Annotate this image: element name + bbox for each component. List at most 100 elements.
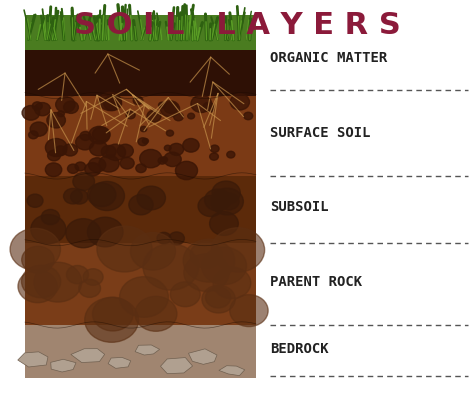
Circle shape — [71, 190, 88, 204]
Polygon shape — [189, 349, 217, 364]
Circle shape — [47, 113, 65, 128]
Circle shape — [63, 144, 78, 156]
Circle shape — [210, 153, 219, 160]
Circle shape — [205, 189, 231, 211]
Circle shape — [201, 247, 246, 285]
Circle shape — [90, 141, 108, 156]
Circle shape — [64, 188, 82, 204]
Polygon shape — [219, 366, 245, 376]
Circle shape — [87, 217, 123, 247]
Circle shape — [206, 287, 231, 308]
Bar — [25, 176, 256, 243]
Polygon shape — [161, 357, 192, 374]
Circle shape — [41, 209, 60, 225]
Circle shape — [230, 295, 268, 327]
Circle shape — [169, 143, 183, 155]
Circle shape — [46, 139, 67, 156]
Circle shape — [244, 112, 253, 120]
Circle shape — [140, 126, 147, 132]
Circle shape — [164, 145, 171, 151]
Circle shape — [120, 157, 134, 169]
Circle shape — [88, 183, 116, 207]
Circle shape — [22, 246, 54, 273]
Circle shape — [183, 139, 199, 152]
Circle shape — [64, 101, 78, 113]
Circle shape — [32, 102, 42, 110]
Bar — [25, 45, 256, 96]
Circle shape — [66, 219, 100, 248]
Circle shape — [210, 212, 238, 235]
Circle shape — [191, 95, 212, 113]
Circle shape — [80, 132, 91, 140]
Circle shape — [101, 145, 116, 158]
Circle shape — [57, 111, 64, 117]
Circle shape — [164, 152, 181, 167]
Circle shape — [140, 149, 162, 168]
Circle shape — [18, 270, 57, 303]
Circle shape — [133, 96, 143, 105]
Circle shape — [34, 262, 82, 302]
Circle shape — [202, 285, 235, 313]
Text: S O I L   L A Y E R S: S O I L L A Y E R S — [73, 11, 401, 40]
Circle shape — [55, 146, 66, 156]
Circle shape — [119, 276, 168, 317]
Bar — [25, 96, 256, 176]
Polygon shape — [108, 357, 131, 369]
Circle shape — [170, 282, 200, 307]
Text: SURFACE SOIL: SURFACE SOIL — [270, 126, 371, 140]
Circle shape — [99, 155, 119, 172]
Circle shape — [97, 226, 152, 272]
Circle shape — [129, 195, 153, 215]
Circle shape — [55, 96, 75, 113]
Circle shape — [175, 161, 198, 180]
Circle shape — [79, 279, 100, 297]
Circle shape — [104, 96, 122, 111]
Bar — [25, 15, 256, 51]
Circle shape — [142, 139, 148, 143]
Circle shape — [92, 127, 110, 142]
Circle shape — [35, 103, 50, 116]
Bar — [25, 325, 256, 378]
Circle shape — [47, 150, 61, 161]
Circle shape — [130, 233, 175, 270]
Circle shape — [161, 157, 168, 162]
Circle shape — [31, 214, 66, 244]
Circle shape — [92, 297, 133, 331]
Circle shape — [111, 101, 119, 107]
Circle shape — [190, 242, 222, 268]
Circle shape — [210, 145, 219, 152]
Circle shape — [198, 196, 223, 216]
Circle shape — [158, 102, 165, 108]
Circle shape — [158, 157, 166, 164]
Circle shape — [136, 164, 146, 173]
Text: PARENT ROCK: PARENT ROCK — [270, 275, 362, 289]
Circle shape — [135, 296, 177, 331]
Polygon shape — [71, 349, 105, 363]
Circle shape — [89, 126, 110, 144]
Polygon shape — [135, 345, 160, 355]
Circle shape — [169, 232, 184, 245]
Circle shape — [164, 102, 178, 113]
Polygon shape — [51, 359, 76, 372]
Circle shape — [230, 94, 249, 110]
Circle shape — [30, 122, 47, 136]
Circle shape — [75, 162, 86, 171]
Circle shape — [219, 193, 239, 210]
Circle shape — [184, 254, 229, 292]
Circle shape — [46, 163, 62, 177]
Circle shape — [66, 265, 89, 284]
Text: ORGANIC MATTER: ORGANIC MATTER — [270, 51, 387, 65]
Bar — [25, 243, 256, 325]
Circle shape — [83, 269, 103, 285]
Circle shape — [22, 105, 40, 120]
Circle shape — [208, 107, 214, 112]
Circle shape — [99, 92, 121, 111]
Circle shape — [157, 232, 171, 244]
Circle shape — [28, 131, 38, 139]
Circle shape — [211, 188, 243, 215]
Circle shape — [73, 172, 94, 190]
Circle shape — [21, 265, 61, 298]
Circle shape — [173, 113, 183, 121]
Circle shape — [67, 164, 79, 173]
Circle shape — [203, 102, 214, 111]
